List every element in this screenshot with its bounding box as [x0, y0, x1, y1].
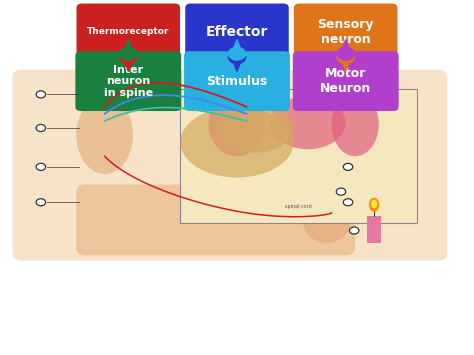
Text: Motor
Neuron: Motor Neuron — [320, 67, 371, 95]
FancyBboxPatch shape — [12, 70, 447, 261]
Circle shape — [36, 91, 46, 98]
FancyBboxPatch shape — [76, 4, 180, 60]
Text: spinal cord: spinal cord — [285, 204, 312, 209]
FancyBboxPatch shape — [184, 51, 290, 111]
Polygon shape — [234, 40, 240, 47]
Circle shape — [36, 163, 46, 170]
FancyBboxPatch shape — [75, 51, 181, 111]
Circle shape — [337, 47, 354, 60]
Ellipse shape — [303, 201, 350, 243]
Text: Thermoreceptor: Thermoreceptor — [87, 27, 170, 36]
FancyBboxPatch shape — [294, 4, 398, 60]
Polygon shape — [125, 64, 131, 71]
Ellipse shape — [76, 96, 133, 174]
Ellipse shape — [270, 96, 346, 149]
Circle shape — [349, 227, 359, 234]
Polygon shape — [234, 64, 240, 71]
Text: Stimulus: Stimulus — [206, 75, 268, 88]
Ellipse shape — [180, 107, 294, 178]
Polygon shape — [343, 64, 349, 71]
FancyBboxPatch shape — [180, 89, 417, 223]
Ellipse shape — [371, 200, 377, 208]
Circle shape — [120, 47, 137, 60]
Circle shape — [336, 188, 346, 195]
Polygon shape — [125, 40, 131, 47]
Circle shape — [36, 199, 46, 206]
FancyBboxPatch shape — [293, 51, 399, 111]
Circle shape — [228, 51, 246, 64]
Circle shape — [343, 163, 353, 170]
Text: Effector: Effector — [206, 24, 268, 39]
Text: Inter
neuron
in spine: Inter neuron in spine — [104, 65, 153, 98]
Circle shape — [120, 51, 137, 64]
Polygon shape — [343, 40, 349, 47]
Circle shape — [337, 51, 354, 64]
Ellipse shape — [218, 103, 294, 153]
FancyBboxPatch shape — [185, 4, 289, 60]
Ellipse shape — [369, 198, 379, 212]
Ellipse shape — [331, 93, 379, 156]
Circle shape — [343, 199, 353, 206]
Text: Sensory
neuron: Sensory neuron — [318, 18, 374, 46]
Circle shape — [36, 125, 46, 132]
FancyBboxPatch shape — [76, 185, 355, 255]
Circle shape — [228, 47, 246, 60]
Ellipse shape — [209, 93, 265, 156]
FancyBboxPatch shape — [367, 217, 381, 243]
